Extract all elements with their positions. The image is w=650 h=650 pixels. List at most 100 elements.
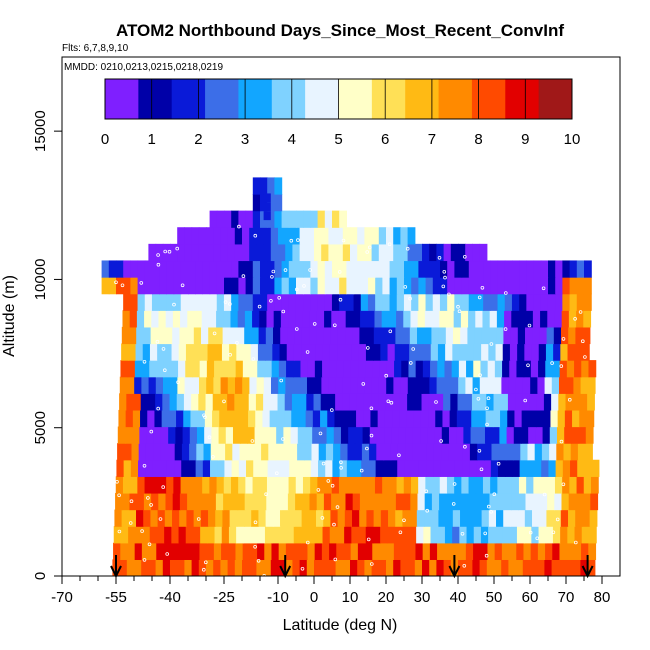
heat-cell [571,426,580,444]
heat-cell [128,509,137,527]
heat-cell [135,526,144,544]
heat-cell [438,509,447,527]
heat-cell [300,360,309,378]
heat-cell [317,210,326,228]
heat-cell [247,426,256,444]
heat-cell [227,376,236,394]
heat-cell [303,277,311,295]
colorbar-swatch [238,79,273,119]
colorbar-tick-label: 9 [521,131,529,148]
obs-point [250,439,255,443]
heat-cell [125,409,134,428]
heat-cell [372,360,381,378]
heat-cell [576,293,585,311]
heat-cell [185,542,193,560]
heat-cell [486,559,495,576]
obs-point [332,323,337,328]
heat-cell [505,443,514,461]
heat-cell [378,559,387,576]
heat-cell [576,310,584,328]
x-tick-label: -25 [213,589,235,606]
heat-cell [483,277,491,295]
heat-cell [432,277,441,295]
heat-cell [202,260,211,278]
heat-cell [424,326,433,345]
heat-cell [531,343,540,361]
heat-cell [227,243,236,262]
heat-cell [130,293,139,311]
heat-cell [270,243,279,262]
heat-cell [383,443,392,461]
heat-cell [271,360,280,378]
heat-cell [545,526,554,544]
obs-point [387,242,392,247]
heat-cell [381,326,389,345]
heat-cell [484,443,493,461]
heat-cell [213,559,221,576]
heat-cell [486,376,495,394]
heat-cell [424,310,433,328]
heat-cell [406,409,415,428]
obs-point [477,295,482,300]
heat-cell [555,277,563,295]
heat-cell [328,227,337,245]
heat-cell [458,243,466,262]
obs-point [408,361,413,365]
heat-cell [588,360,597,378]
heat-cell [348,426,356,444]
obs-point [335,505,340,509]
heat-cell [144,476,153,494]
heat-cell [526,293,535,311]
obs-point [447,292,451,297]
heat-cell [312,409,321,428]
obs-point [281,437,285,441]
heat-cell [517,509,526,527]
heat-cell [473,343,482,361]
heat-cell [461,260,470,278]
heat-cell [263,376,272,394]
heat-cell [416,526,424,544]
heat-cell [147,409,156,428]
heat-cell [200,526,208,544]
obs-point [156,262,161,267]
heat-cell [129,310,138,328]
heat-cell [241,393,250,411]
heat-cell [537,376,546,394]
obs-point [573,316,577,321]
heat-cell [584,459,593,477]
heat-cell [504,476,513,494]
heat-cell [234,393,243,411]
obs-point [367,245,372,250]
heat-cell [252,210,261,228]
heat-cell [521,409,530,428]
heat-cell [511,293,520,311]
heat-cell [369,426,378,444]
heat-cell [284,409,292,428]
heat-cell [518,476,527,494]
heat-cell [468,293,477,311]
heat-cell [542,426,551,444]
heat-cell [278,227,286,245]
obs-point [550,361,554,365]
heat-cell [181,459,190,477]
heat-cell [353,260,362,278]
heat-cell [221,526,230,544]
heat-cell [511,492,519,511]
heat-cell [556,443,565,461]
colorbar-tick-label: 7 [428,131,436,148]
heat-cell [400,559,409,576]
heat-cell [283,426,292,444]
heat-cell [316,509,324,527]
heat-cell [198,227,207,245]
heat-cell [340,443,349,461]
heat-cell [207,526,216,544]
heat-cell [335,227,344,245]
heat-cell [544,376,553,394]
heat-cell [196,443,205,461]
heat-cell [553,343,561,361]
heat-cell [195,459,204,477]
heat-cell [374,492,383,511]
heat-cell [435,409,444,428]
heat-cell [212,409,220,428]
heat-cell [490,277,499,295]
